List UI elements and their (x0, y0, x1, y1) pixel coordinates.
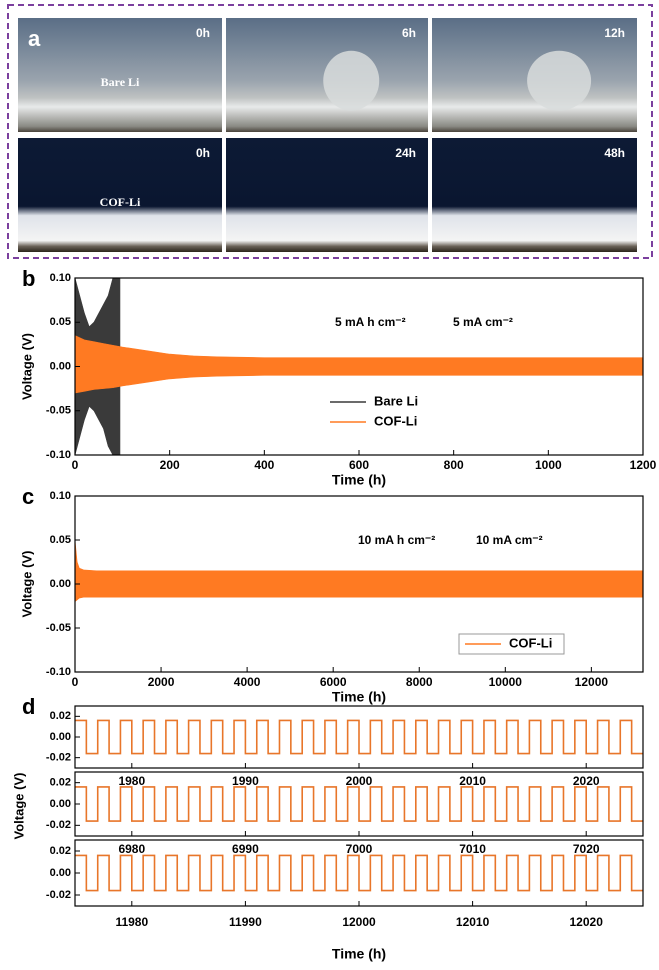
x-tick-label: 2000 (148, 675, 175, 689)
voltage-band (74, 335, 644, 394)
y-tick-label: 0.00 (50, 867, 71, 879)
y-tick-label: -0.05 (46, 622, 71, 634)
legend-box (458, 633, 565, 655)
x-tick-label: 2020 (573, 774, 600, 788)
x-tick-label: 11990 (229, 915, 262, 929)
x-tick-label: 12000 (575, 675, 609, 689)
x-axis-label: Time (h) (332, 946, 386, 962)
x-tick-label: 600 (349, 458, 369, 472)
time-label: 0h (196, 146, 210, 160)
y-tick-label: -0.10 (46, 449, 71, 461)
x-tick-label: 10000 (489, 675, 523, 689)
y-tick-label: 0.05 (50, 316, 71, 328)
x-tick-label: 1980 (118, 774, 145, 788)
photo (226, 138, 428, 252)
panel-label: b (22, 266, 35, 291)
sample-label: Bare Li (101, 75, 140, 89)
time-label: 24h (395, 146, 416, 160)
x-tick-label: 6980 (118, 842, 145, 856)
y-tick-label: -0.02 (46, 819, 71, 831)
x-tick-label: 2010 (459, 774, 486, 788)
y-tick-label: -0.02 (46, 889, 71, 901)
dendrite (527, 50, 592, 111)
legend-label: Bare Li (374, 393, 418, 408)
y-tick-label: 0.00 (50, 731, 71, 743)
y-tick-label: 0.00 (50, 578, 71, 590)
annotation: 5 mA h cm⁻² (335, 315, 406, 329)
annotation: 10 mA cm⁻² (476, 533, 543, 547)
x-tick-label: 12000 (342, 915, 376, 929)
y-tick-label: -0.10 (46, 666, 71, 678)
x-axis-label: Time (h) (332, 689, 386, 705)
x-tick-label: 800 (444, 458, 464, 472)
voltage-band (74, 539, 644, 603)
y-tick-label: 0.00 (50, 360, 71, 372)
x-tick-label: 2000 (346, 774, 373, 788)
legend-label: COF-Li (374, 413, 417, 428)
photo (18, 18, 222, 132)
time-label: 0h (196, 26, 210, 40)
y-tick-label: -0.05 (46, 405, 71, 417)
x-tick-label: 400 (254, 458, 274, 472)
x-tick-label: 6000 (320, 675, 347, 689)
y-axis-label: Voltage (V) (19, 551, 34, 618)
y-tick-label: -0.02 (46, 752, 71, 764)
y-tick-label: 0.10 (50, 272, 71, 284)
y-tick-label: 0.10 (50, 490, 71, 502)
time-label: 6h (402, 26, 416, 40)
x-tick-label: 1000 (535, 458, 562, 472)
legend-label: COF-Li (509, 635, 552, 650)
x-tick-label: 8000 (406, 675, 433, 689)
x-tick-label: 12010 (456, 915, 490, 929)
x-tick-label: 1990 (232, 774, 259, 788)
x-tick-label: 11980 (115, 915, 148, 929)
photo (18, 138, 222, 252)
photo (432, 138, 637, 252)
annotation: 5 mA cm⁻² (453, 315, 513, 329)
dendrite (323, 50, 380, 111)
x-tick-label: 0 (72, 458, 79, 472)
x-tick-label: 7020 (573, 842, 600, 856)
sample-label: COF-Li (100, 195, 141, 209)
y-tick-label: 0.02 (50, 845, 71, 857)
x-tick-label: 7000 (346, 842, 373, 856)
x-tick-label: 0 (72, 675, 79, 689)
y-tick-label: 0.05 (50, 534, 71, 546)
panel-border (7, 4, 653, 259)
panel-label: c (22, 484, 34, 509)
x-axis-label: Time (h) (332, 472, 386, 488)
time-label: 48h (604, 146, 625, 160)
voltage-trace (75, 719, 643, 755)
time-label: 12h (604, 26, 625, 40)
x-tick-label: 6990 (232, 842, 259, 856)
voltage-trace (75, 786, 643, 822)
y-tick-label: 0.02 (50, 710, 71, 722)
x-tick-label: 4000 (234, 675, 261, 689)
voltage-trace (75, 854, 643, 892)
y-axis-label: Voltage (V) (11, 773, 26, 840)
annotation: 10 mA h cm⁻² (358, 533, 435, 547)
y-axis-label: Voltage (V) (19, 333, 34, 400)
x-tick-label: 12020 (570, 915, 604, 929)
y-tick-label: 0.02 (50, 777, 71, 789)
x-tick-label: 1200 (630, 458, 657, 472)
x-tick-label: 7010 (459, 842, 486, 856)
x-tick-label: 200 (160, 458, 180, 472)
y-tick-label: 0.00 (50, 798, 71, 810)
panel-label: d (22, 694, 35, 719)
panel-label: a (28, 26, 41, 51)
